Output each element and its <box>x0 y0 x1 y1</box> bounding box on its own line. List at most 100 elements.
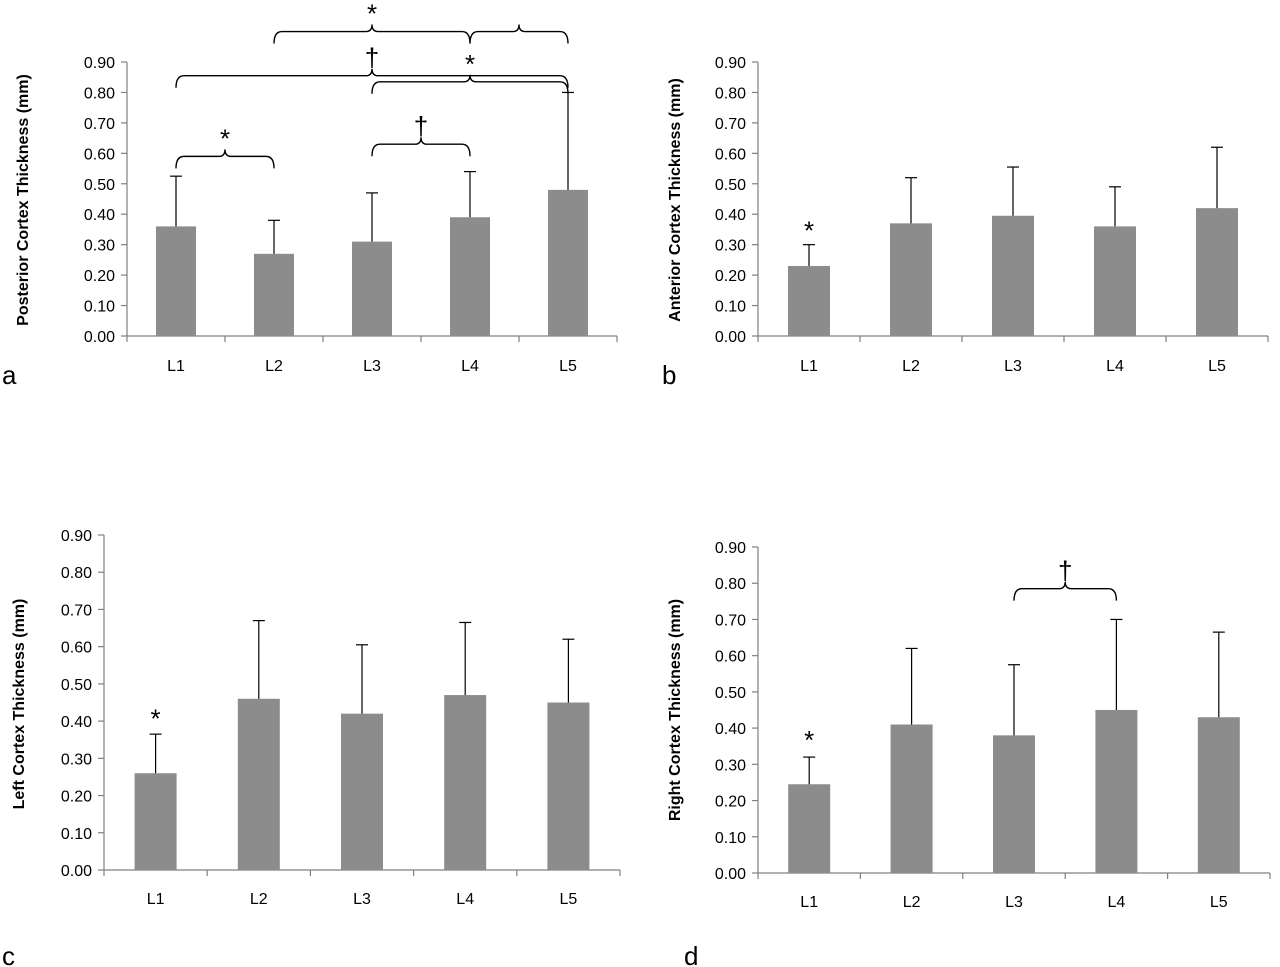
panel-a-category-label-L5: L5 <box>559 358 577 375</box>
panel-a-y-tick-label: 0.10 <box>84 299 115 316</box>
panel-c-category-label-L5: L5 <box>560 891 578 908</box>
panel-a-significance-marker: * <box>465 49 475 79</box>
panel-d-y-tick-label: 0.30 <box>715 757 746 774</box>
panel-b-y-tick-label: 0.70 <box>715 116 746 133</box>
panel-c-bar-L1 <box>134 773 177 870</box>
panel-b-y-tick-label: 0.40 <box>715 207 746 224</box>
panel-d-y-tick-label: 0.80 <box>715 576 746 593</box>
panel-a-y-tick-label: 0.60 <box>84 146 115 163</box>
panel-a-y-axis-label: Posterior Cortex Thickness (mm) <box>15 74 32 326</box>
panel-c-y-tick-label: 0.50 <box>61 677 92 694</box>
panel-b-y-axis-label: Anterior Cortex Thickness (mm) <box>667 78 684 322</box>
panel-b-category-label-L5: L5 <box>1208 358 1226 375</box>
panel-d-y-tick-label: 0.00 <box>715 866 746 883</box>
panel-d-category-label-L4: L4 <box>1108 894 1126 911</box>
panel-a-significance-bracket <box>371 74 569 94</box>
panel-b-panel-label: b <box>662 360 676 390</box>
panel-a-significance-bracket <box>175 68 569 88</box>
panel-d-y-tick-label: 0.20 <box>715 794 746 811</box>
panel-a-y-tick-label: 0.00 <box>84 329 115 346</box>
panel-a-significance-marker: * <box>367 0 377 29</box>
panel-b-y-tick-label: 0.00 <box>715 329 746 346</box>
panel-d-bar-L5 <box>1197 717 1240 873</box>
panel-d-bar-L4 <box>1095 710 1138 873</box>
panel-d-bar-L3 <box>993 735 1035 873</box>
panel-c-category-label-L4: L4 <box>456 891 474 908</box>
panel-c-y-tick-label: 0.40 <box>61 714 92 731</box>
panel-c-y-tick-label: 0.60 <box>61 640 92 657</box>
panel-b-category-label-L4: L4 <box>1106 358 1124 375</box>
panel-c-y-tick-label: 0.70 <box>61 602 92 619</box>
panel-c-category-label-L1: L1 <box>147 891 165 908</box>
panel-c-category-label-L2: L2 <box>250 891 268 908</box>
panel-b-bar-L4 <box>1094 226 1136 336</box>
panel-a-significance-marker: † <box>414 111 428 141</box>
panel-a-bar-L5 <box>548 189 588 336</box>
panel-d-panel-label: d <box>684 941 698 967</box>
panel-a-category-label-L3: L3 <box>363 358 381 375</box>
panel-a-significance-bracket <box>371 137 471 157</box>
panel-c-y-tick-label: 0.80 <box>61 565 92 582</box>
panel-d-category-label-L2: L2 <box>903 894 921 911</box>
panel-b-y-tick-label: 0.10 <box>715 299 746 316</box>
panel-d-significance-marker: † <box>1058 556 1072 586</box>
panel-a-category-label-L2: L2 <box>265 358 283 375</box>
panel-d-bar-L1 <box>788 784 831 873</box>
panel-a-significance-bracket <box>273 24 471 44</box>
panel-b-category-label-L3: L3 <box>1004 358 1022 375</box>
panel-d-y-tick-label: 0.70 <box>715 612 746 629</box>
panel-b-bar-L5 <box>1196 208 1238 336</box>
panel-a-significance-marker: † <box>365 43 379 73</box>
panel-c-y-tick-label: 0.30 <box>61 751 92 768</box>
panel-b-bar-L1 <box>788 265 830 336</box>
panel-a-y-tick-label: 0.20 <box>84 268 115 285</box>
panel-a-significance-bracket <box>175 149 275 169</box>
panel-b-y-tick-label: 0.50 <box>715 177 746 194</box>
panel-a-bar-L1 <box>156 226 196 336</box>
panel-b-y-tick-label: 0.30 <box>715 238 746 255</box>
panel-b-category-label-L2: L2 <box>902 358 920 375</box>
panel-b-bar-L2 <box>890 223 932 336</box>
panel-b-significance-marker: * <box>804 215 814 245</box>
panel-d-y-tick-label: 0.10 <box>715 830 746 847</box>
panel-a-y-tick-label: 0.90 <box>84 55 115 72</box>
panel-a-category-label-L4: L4 <box>461 358 479 375</box>
panel-c-y-tick-label: 0.10 <box>61 826 92 843</box>
panel-c-bar-L4 <box>444 695 487 870</box>
panel-b-y-tick-label: 0.90 <box>715 55 746 72</box>
panel-d-category-label-L5: L5 <box>1210 894 1228 911</box>
panel-a-category-label-L1: L1 <box>167 358 185 375</box>
panel-b-category-label-L1: L1 <box>800 358 818 375</box>
panel-d-significance-marker: * <box>804 725 814 755</box>
panel-b-y-tick-label: 0.20 <box>715 268 746 285</box>
panel-d-significance-bracket <box>1013 581 1118 601</box>
panel-a-significance-marker: * <box>220 123 230 153</box>
panel-a-bar-L4 <box>450 217 490 336</box>
panel-b-y-tick-label: 0.60 <box>715 146 746 163</box>
panel-d-y-tick-label: 0.40 <box>715 721 746 738</box>
panel-c-y-tick-label: 0.20 <box>61 789 92 806</box>
panel-a-bar-L3 <box>352 241 392 336</box>
panel-a-significance-bracket <box>469 24 569 44</box>
panel-a-y-tick-label: 0.30 <box>84 238 115 255</box>
panel-a-y-tick-label: 0.40 <box>84 207 115 224</box>
panel-d-y-tick-label: 0.50 <box>715 685 746 702</box>
panel-a-y-tick-label: 0.80 <box>84 85 115 102</box>
panel-d-y-tick-label: 0.60 <box>715 649 746 666</box>
panel-c-category-label-L3: L3 <box>353 891 371 908</box>
panel-c-bar-L2 <box>237 698 280 870</box>
panel-a-bar-L2 <box>254 253 294 336</box>
panel-c-y-axis-label: Left Cortex Thickness (mm) <box>11 599 28 810</box>
panel-c-panel-label: c <box>2 941 15 967</box>
panel-c-bar-L3 <box>341 713 383 870</box>
panel-d-y-tick-label: 0.90 <box>715 540 746 557</box>
panel-c-bar-L5 <box>547 702 590 870</box>
panel-b-bar-L3 <box>992 215 1034 336</box>
panel-c-significance-marker: * <box>151 703 161 733</box>
panel-d-category-label-L1: L1 <box>800 894 818 911</box>
panel-a-y-tick-label: 0.70 <box>84 116 115 133</box>
panel-a-y-tick-label: 0.50 <box>84 177 115 194</box>
panel-c-y-tick-label: 0.90 <box>61 528 92 545</box>
panel-b-y-tick-label: 0.80 <box>715 85 746 102</box>
panel-d-y-axis-label: Right Cortex Thickness (mm) <box>667 599 684 821</box>
